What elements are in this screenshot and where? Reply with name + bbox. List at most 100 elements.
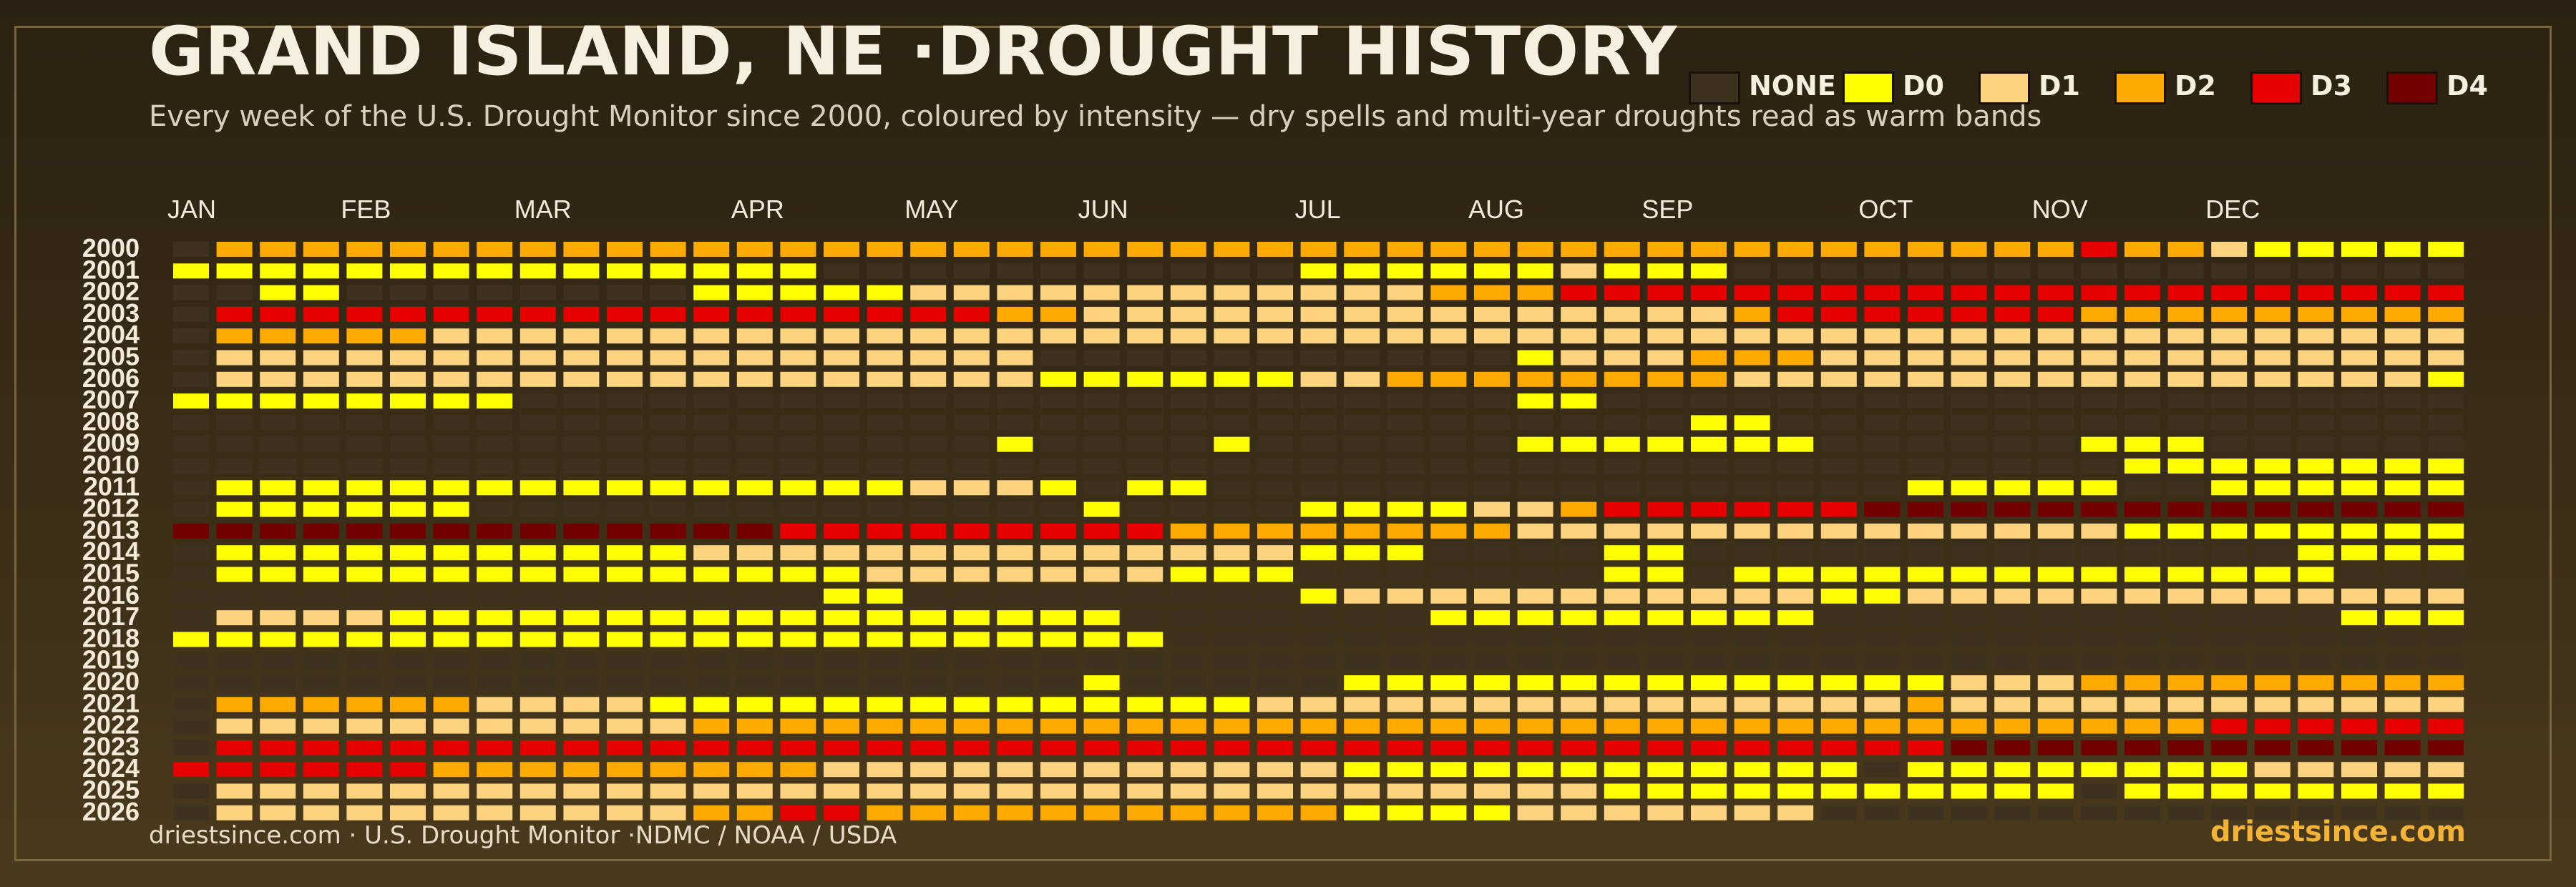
week-cell	[736, 242, 773, 257]
week-cell	[1691, 501, 1727, 517]
week-cell	[997, 632, 1033, 647]
week-cell	[1344, 783, 1380, 799]
week-cell	[2211, 653, 2248, 669]
week-cell	[607, 371, 643, 387]
week-cell	[1040, 263, 1076, 279]
week-cell	[1257, 480, 1293, 496]
week-cell	[1300, 697, 1337, 712]
week-cell	[1820, 783, 1857, 799]
week-cell	[2081, 805, 2117, 820]
week-cell	[173, 783, 209, 799]
legend-label-d3: D3	[2311, 70, 2352, 102]
week-cell	[607, 783, 643, 799]
week-cell	[997, 610, 1033, 626]
week-cell	[2037, 632, 2074, 647]
week-cell	[1430, 480, 1467, 496]
week-cell	[2081, 480, 2117, 496]
month-label-dec: DEC	[2205, 195, 2260, 224]
week-cell	[1604, 285, 1640, 300]
brand-link[interactable]: driestsince.com	[2210, 815, 2466, 848]
week-cell	[1777, 762, 1814, 778]
week-cell	[2167, 805, 2204, 820]
week-cell	[1517, 610, 1553, 626]
week-cell	[997, 697, 1033, 712]
week-cell	[2254, 697, 2290, 712]
week-cell	[1561, 762, 1597, 778]
week-cell	[2037, 306, 2074, 322]
week-cell	[2124, 371, 2160, 387]
week-cell	[173, 740, 209, 755]
week-cell	[2124, 523, 2160, 539]
week-cell	[1083, 718, 1120, 734]
week-cell	[997, 285, 1033, 300]
week-cell	[260, 242, 296, 257]
week-cell	[477, 459, 513, 474]
week-cell	[519, 523, 556, 539]
week-cell	[1734, 588, 1770, 604]
week-cell	[477, 263, 513, 279]
week-cell	[1561, 675, 1597, 690]
week-cell	[607, 242, 643, 257]
week-cell	[997, 436, 1033, 452]
week-cell	[1040, 740, 1076, 755]
week-cell	[1300, 459, 1337, 474]
week-cell	[1908, 762, 1943, 778]
week-cell	[1474, 328, 1510, 344]
week-cell	[2298, 610, 2334, 626]
week-cell	[216, 805, 253, 820]
week-cell	[867, 285, 903, 300]
week-cell	[1474, 523, 1510, 539]
year-label-2025: 2025	[82, 775, 140, 805]
week-cell	[1170, 263, 1206, 279]
week-cell	[1691, 545, 1727, 561]
year-label-2023: 2023	[82, 732, 140, 761]
week-cell	[346, 653, 383, 669]
week-cell	[1430, 783, 1467, 799]
week-cell	[433, 762, 469, 778]
week-cell	[953, 436, 990, 452]
week-cell	[2124, 480, 2160, 496]
week-cell	[1951, 306, 1987, 322]
week-cell	[303, 480, 339, 496]
week-cell	[2384, 306, 2421, 322]
week-cell	[693, 610, 730, 626]
week-cell	[650, 523, 686, 539]
week-cell	[1647, 783, 1684, 799]
week-cell	[2428, 545, 2464, 561]
week-cell	[1994, 805, 2031, 820]
year-label-2013: 2013	[82, 515, 140, 544]
week-cell	[1387, 805, 1423, 820]
week-cell	[953, 567, 990, 582]
week-cell	[650, 306, 686, 322]
week-cell	[693, 501, 730, 517]
week-cell	[824, 523, 859, 539]
year-label-2022: 2022	[82, 710, 140, 740]
week-cell	[173, 762, 209, 778]
week-cell	[477, 242, 513, 257]
week-cell	[1994, 762, 2031, 778]
week-cell	[433, 306, 469, 322]
week-cell	[260, 783, 296, 799]
week-cell	[2428, 697, 2464, 712]
week-cell	[1517, 805, 1553, 820]
week-cell	[346, 501, 383, 517]
week-cell	[1170, 242, 1206, 257]
week-cell	[650, 567, 686, 582]
week-cell	[1994, 523, 2031, 539]
week-cell	[2081, 632, 2117, 647]
week-cell	[346, 371, 383, 387]
week-cell	[2211, 588, 2248, 604]
week-cell	[390, 762, 426, 778]
year-label-2005: 2005	[82, 342, 140, 371]
week-cell	[346, 783, 383, 799]
week-cell	[1387, 285, 1423, 300]
week-cell	[1604, 675, 1640, 690]
week-cell	[2037, 697, 2074, 712]
week-cell	[1994, 415, 2031, 431]
week-cell	[2081, 718, 2117, 734]
week-cell	[303, 762, 339, 778]
week-cell	[693, 697, 730, 712]
week-cell	[173, 242, 209, 257]
week-cell	[1864, 523, 1901, 539]
week-cell	[2167, 697, 2204, 712]
